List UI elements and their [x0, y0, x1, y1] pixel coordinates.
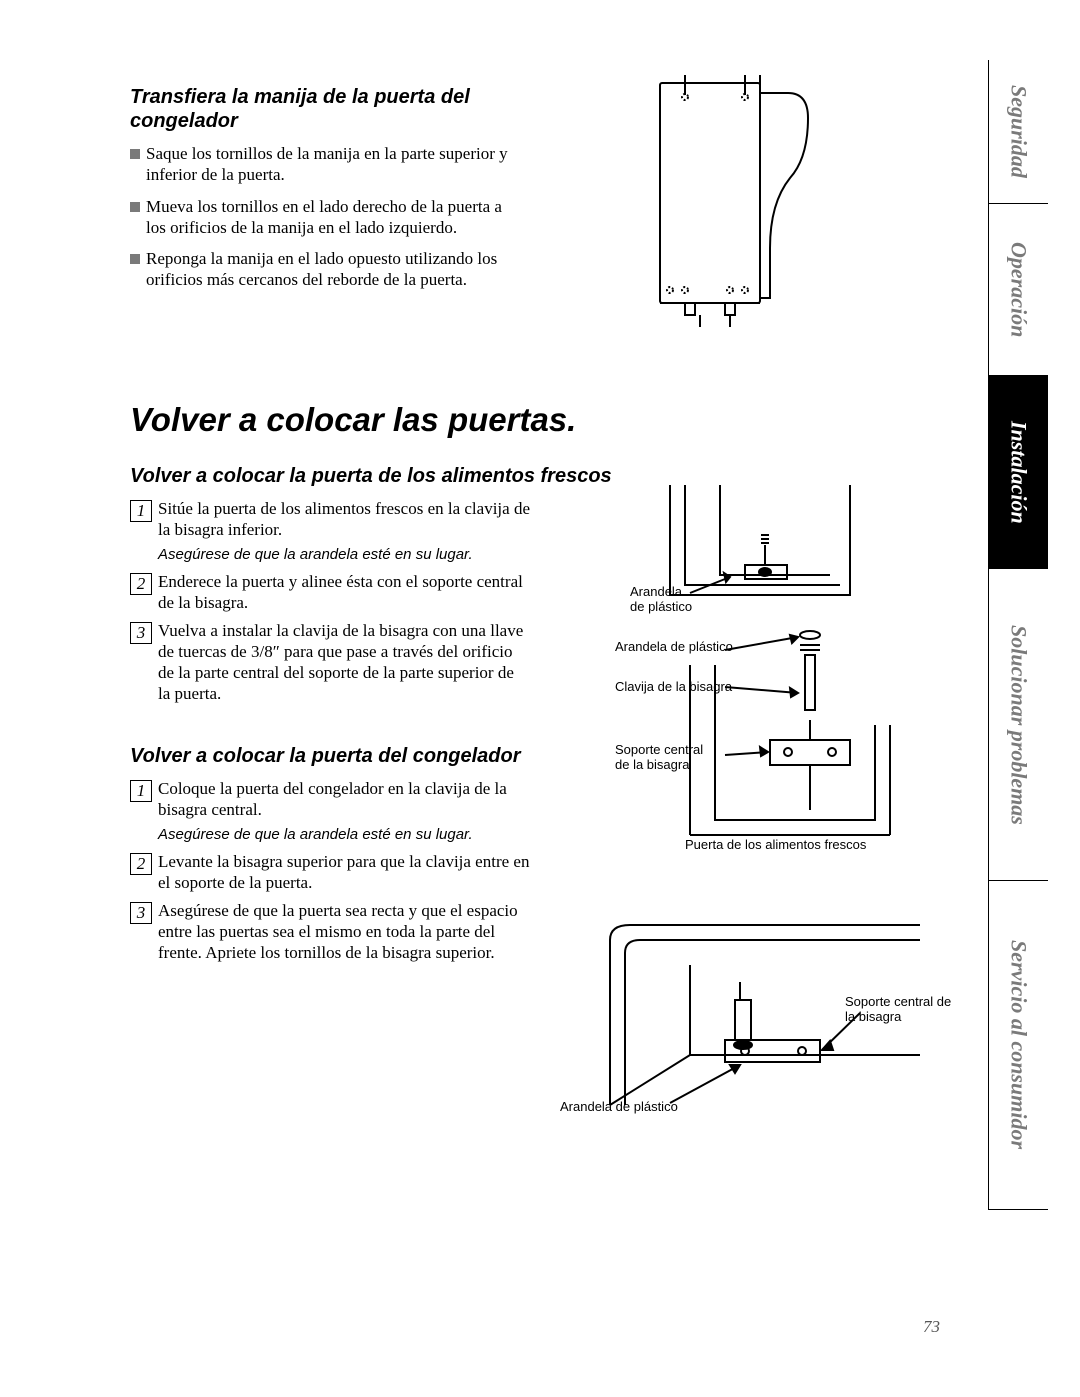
bullet-item: Saque los tornillos de la manija en la p…	[130, 143, 510, 186]
step-text: Coloque la puerta del congelador en la c…	[158, 778, 530, 821]
tab-operacion[interactable]: Operación	[989, 203, 1048, 375]
bullet-text: Saque los tornillos de la manija en la p…	[146, 143, 510, 186]
main-title: Volver a colocar las puertas.	[130, 401, 900, 439]
step-text: Sitúe la puerta de los alimentos frescos…	[158, 498, 530, 541]
step-text: Asegúrese de que la puerta sea recta y q…	[158, 900, 530, 964]
step-number: 1	[130, 500, 152, 522]
bullet-item: Reponga la manija en el lado opuesto uti…	[130, 248, 510, 291]
step-number: 3	[130, 622, 152, 644]
page-number: 73	[923, 1317, 940, 1337]
step-number: 1	[130, 780, 152, 802]
diagram-label: Arandela de plástico	[560, 1100, 678, 1115]
diagram-label: Arandela de plástico	[615, 640, 733, 655]
note: Asegúrese de que la arandela esté en su …	[158, 546, 530, 563]
note: Asegúrese de que la arandela esté en su …	[158, 826, 530, 843]
diagram-fresh-food-door: Arandelade plástico Arandela de plástico…	[630, 485, 960, 855]
step-number: 2	[130, 573, 152, 595]
step-text: Vuelva a instalar la clavija de la bisag…	[158, 620, 530, 705]
step-item: 2 Levante la bisagra superior para que la…	[130, 851, 530, 894]
step-item: 3 Asegúrese de que la puerta sea recta y …	[130, 900, 530, 964]
side-tabs: Seguridad Operación Instalación Solucion…	[988, 60, 1048, 1210]
diagram-freezer-door: Soporte central dela bisagra Arandela de…	[590, 905, 960, 1115]
tab-servicio[interactable]: Servicio al consumidor	[989, 880, 1048, 1210]
bullet-text: Mueva los tornillos en el lado derecho d…	[146, 196, 510, 239]
bullet-item: Mueva los tornillos en el lado derecho d…	[130, 196, 510, 239]
step-number: 3	[130, 902, 152, 924]
step-text: Enderece la puerta y alinee ésta con el …	[158, 571, 530, 614]
diagram-label: Soporte central dela bisagra	[845, 995, 951, 1025]
step-item: 1 Sitúe la puerta de los alimentos fresco…	[130, 498, 530, 541]
diagram-label: Soporte centralde la bisagra	[615, 743, 703, 773]
tab-seguridad[interactable]: Seguridad	[989, 60, 1048, 203]
bullet-text: Reponga la manija en el lado opuesto uti…	[146, 248, 510, 291]
step-text: Levante la bisagra superior para que la …	[158, 851, 530, 894]
diagram-label: Puerta de los alimentos frescos	[685, 838, 866, 853]
step-item: 3 Vuelva a instalar la clavija de la bisa…	[130, 620, 530, 705]
step-item: 1 Coloque la puerta del congelador en la …	[130, 778, 530, 821]
tab-solucionar[interactable]: Solucionar problemas	[989, 568, 1048, 880]
tab-instalacion[interactable]: Instalación	[989, 375, 1048, 568]
section1-title: Transfiera la manija de la puerta del co…	[130, 85, 500, 133]
step-number: 2	[130, 853, 152, 875]
step-item: 2 Enderece la puerta y alinee ésta con el…	[130, 571, 530, 614]
diagram-label: Clavija de la bisagra	[615, 680, 732, 695]
diagram-handle-transfer	[630, 75, 860, 335]
diagram-label: Arandelade plástico	[630, 585, 692, 615]
